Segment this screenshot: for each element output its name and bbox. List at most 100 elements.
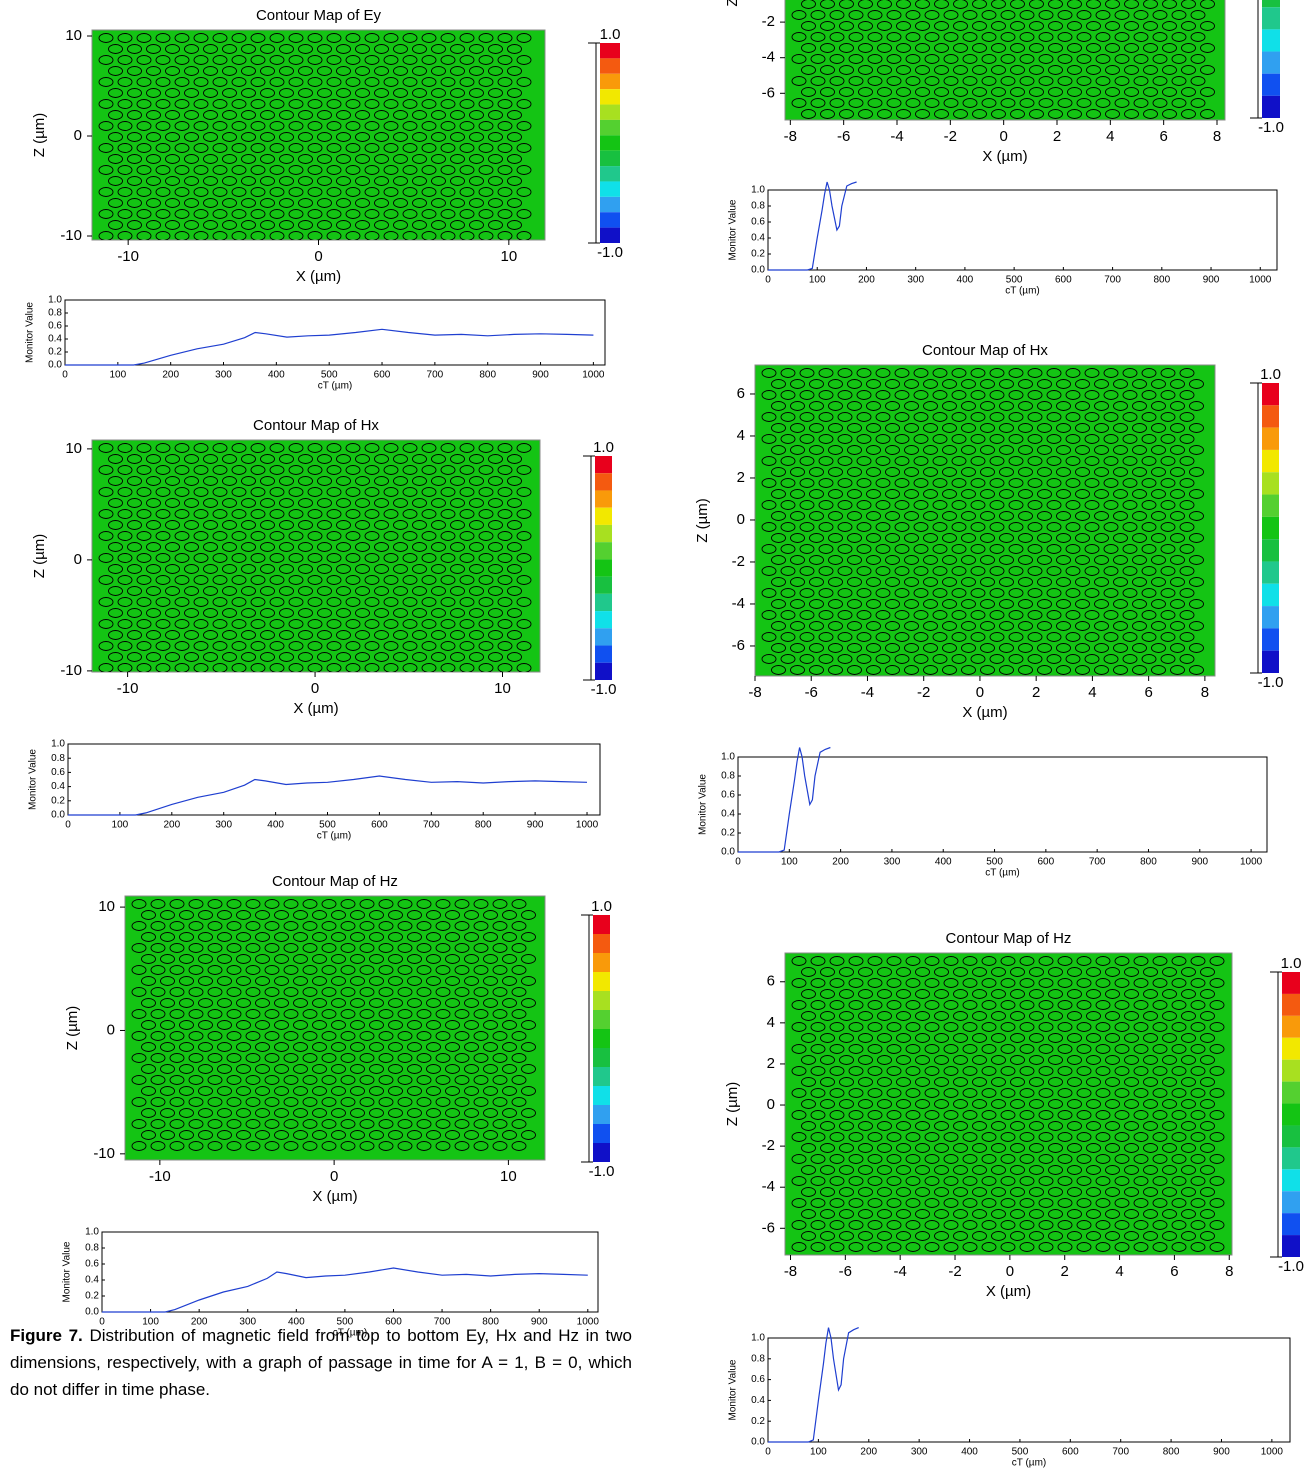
colorbar-segment	[1262, 584, 1279, 606]
colorbar-label: -1.0	[1258, 119, 1284, 136]
y-tick-label: 0.6	[48, 321, 62, 332]
x-tick-label: 2	[1032, 684, 1040, 701]
colorbar-segment	[1262, 74, 1280, 96]
x-tick-label: 6	[1159, 128, 1167, 145]
x-tick-label: -4	[861, 684, 874, 701]
colorbar-label: 1.0	[591, 898, 612, 915]
x-tick-label: 2	[1053, 128, 1061, 145]
y-tick-label: 0.6	[51, 767, 65, 778]
colorbar-segment	[1282, 972, 1300, 994]
x-tick-label: -6	[837, 128, 850, 145]
x-tick-label: -2	[917, 684, 930, 701]
colorbar-segment	[593, 1143, 610, 1162]
x-tick-label: 700	[423, 820, 440, 831]
y-axis-label: Monitor Value	[25, 302, 36, 363]
x-tick-label: 2	[1061, 1263, 1069, 1280]
x-tick-label: 300	[884, 857, 901, 868]
colorbar-segment	[593, 915, 610, 934]
x-tick-label: 600	[371, 820, 388, 831]
x-tick-label: 300	[215, 820, 232, 831]
x-tick-label: 1000	[1261, 1447, 1284, 1458]
y-tick-label: -4	[732, 595, 745, 612]
x-tick-label: 700	[1089, 857, 1106, 868]
colorbar-label: 1.0	[593, 439, 614, 456]
colorbar-segment	[600, 135, 620, 150]
x-tick-label: 700	[1104, 275, 1121, 286]
colorbar-segment	[595, 611, 612, 628]
y-tick-label: 0.8	[721, 771, 735, 782]
colorbar-segment	[593, 972, 610, 991]
y-axis-label: Monitor Value	[28, 749, 39, 810]
x-tick-label: 600	[374, 370, 391, 381]
x-tick-label: 10	[494, 680, 511, 697]
field-background	[785, 953, 1232, 1255]
y-tick-label: 0	[74, 551, 82, 568]
x-tick-label: 900	[1203, 275, 1220, 286]
x-tick-label: 400	[267, 820, 284, 831]
colorbar-segment	[1282, 1213, 1300, 1235]
monitor-line	[68, 776, 587, 815]
y-tick-label: 1.0	[751, 1333, 765, 1344]
colorbar-label: -1.0	[1258, 674, 1284, 691]
y-tick-label: -4	[762, 1178, 775, 1195]
colorbar-segment	[595, 628, 612, 645]
colorbar-segment	[593, 1124, 610, 1143]
x-tick-label: 1000	[1240, 857, 1263, 868]
x-tick-label: 10	[500, 248, 517, 265]
y-tick-label: -4	[762, 49, 775, 66]
colorbar-segment	[600, 212, 620, 227]
monitor-line	[768, 182, 857, 270]
x-tick-label: 700	[427, 370, 444, 381]
colorbar-segment	[593, 953, 610, 972]
colorbar-segment	[595, 663, 612, 680]
x-tick-label: 1000	[576, 820, 599, 831]
x-tick-label: 200	[832, 857, 849, 868]
x-axis-label: cT (µm)	[1005, 286, 1039, 297]
colorbar-segment	[1262, 96, 1280, 118]
colorbar-bracket	[1250, 0, 1258, 118]
y-axis-label: Monitor Value	[62, 1241, 73, 1302]
colorbar-segment	[595, 559, 612, 576]
x-tick-label: 0	[765, 1447, 771, 1458]
x-tick-label: 500	[986, 857, 1003, 868]
field-background	[125, 896, 545, 1160]
x-tick-label: -6	[839, 1263, 852, 1280]
colorbar-bracket	[1270, 972, 1278, 1257]
y-axis-label: Z	[724, 0, 741, 7]
colorbar-segment	[595, 646, 612, 663]
y-tick-label: 0.8	[51, 753, 65, 764]
colorbar-segment	[1262, 405, 1279, 427]
x-tick-label: 0	[999, 128, 1007, 145]
y-tick-label: 0.4	[721, 809, 735, 820]
y-tick-label: 1.0	[85, 1227, 99, 1238]
chart-title: Contour Map of Hx	[253, 417, 379, 434]
x-tick-label: 600	[1062, 1447, 1079, 1458]
colorbar-segment	[600, 74, 620, 89]
colorbar-segment	[595, 490, 612, 507]
y-tick-label: 0.8	[751, 201, 765, 212]
y-axis-label: Monitor Value	[728, 1359, 739, 1420]
y-axis-label: Z (µm)	[694, 498, 711, 542]
monitor-line	[768, 1328, 859, 1442]
colorbar-segment	[600, 120, 620, 135]
y-tick-label: 2	[767, 1055, 775, 1072]
x-tick-label: 500	[1006, 275, 1023, 286]
x-tick-label: -10	[117, 680, 139, 697]
x-tick-label: 800	[1163, 1447, 1180, 1458]
colorbar-segment	[600, 89, 620, 104]
plot-frame	[65, 300, 605, 365]
x-tick-label: 900	[1213, 1447, 1230, 1458]
x-tick-label: 600	[1055, 275, 1072, 286]
y-axis-label: Z (µm)	[31, 534, 48, 578]
x-axis-label: cT (µm)	[317, 831, 351, 842]
monitor-line	[65, 329, 593, 365]
x-tick-label: 500	[321, 370, 338, 381]
x-tick-label: 400	[268, 370, 285, 381]
y-tick-label: 1.0	[751, 185, 765, 196]
x-tick-label: 0	[735, 857, 741, 868]
colorbar-bracket	[581, 915, 589, 1162]
y-tick-label: 0.0	[48, 360, 62, 371]
y-tick-label: 10	[65, 440, 82, 457]
y-axis-label: Monitor Value	[728, 199, 739, 260]
y-tick-label: 0.2	[751, 249, 765, 260]
